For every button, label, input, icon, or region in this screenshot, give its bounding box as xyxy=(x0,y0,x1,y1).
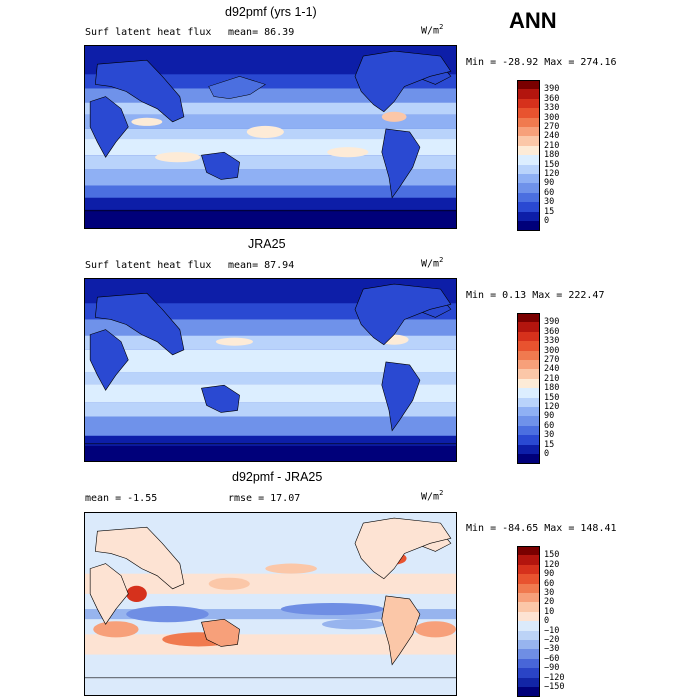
colorbar-tick-label: 30 xyxy=(544,197,555,208)
colorbar-tick-label: 300 xyxy=(544,345,560,356)
colorbar-tick-label: 150 xyxy=(544,392,560,403)
panel2-title: JRA25 xyxy=(248,237,286,251)
panel1-title: d92pmf (yrs 1-1) xyxy=(225,5,317,19)
colorbar-tick-label: 20 xyxy=(544,597,555,608)
colorbar-tick-label: 270 xyxy=(544,355,560,365)
colorbar-tick-label: 120 xyxy=(544,559,560,570)
colorbar-tick-label: 300 xyxy=(544,112,560,123)
map-panel-model xyxy=(84,45,457,229)
colorbar-tick-label: 330 xyxy=(544,103,560,114)
colorbar-tick-label: 60 xyxy=(544,578,555,589)
colorbar-tick-label: 150 xyxy=(544,550,560,561)
colorbar-tick-label: −30 xyxy=(544,644,560,655)
colorbar-tick-label: 240 xyxy=(544,131,560,142)
colorbar-tick-label: 210 xyxy=(544,140,560,151)
map-panel-difference xyxy=(84,512,457,696)
colorbar-tick-label: 120 xyxy=(544,402,560,412)
colorbar-tick-label: 30 xyxy=(544,588,555,598)
panel1-variable: Surf latent heat flux xyxy=(85,27,212,38)
panel1-minmax: Min = -28.92 Max = 274.16 xyxy=(466,57,617,68)
panel2-variable: Surf latent heat flux xyxy=(85,260,212,271)
panel3-units: W/m2 xyxy=(421,489,444,503)
colorbar-tick-label: 90 xyxy=(544,178,555,189)
map-panel-reanalysis xyxy=(84,278,457,462)
colorbar-tick-label: 120 xyxy=(544,169,560,179)
colorbar-tick-label: 60 xyxy=(544,420,555,431)
panel1-mean: mean= 86.39 xyxy=(228,27,295,38)
panel2-mean: mean= 87.94 xyxy=(228,260,295,271)
colorbar-tick-label: −60 xyxy=(544,653,560,664)
colorbar-tick-label: −90 xyxy=(544,663,560,674)
colorbar-tick-label: 210 xyxy=(544,373,560,384)
colorbar-tick-label: 90 xyxy=(544,411,555,422)
panel3-title: d92pmf - JRA25 xyxy=(232,470,323,484)
colorbar-swatch xyxy=(517,454,540,465)
colorbar-tick-label: 330 xyxy=(544,336,560,347)
colorbar-tick-label: 360 xyxy=(544,326,560,337)
colorbar-tick-label: 240 xyxy=(544,364,560,375)
colorbar-tick-label: 15 xyxy=(544,206,555,217)
model-latent-heat-map xyxy=(85,46,456,228)
colorbar-tick-label: −150 xyxy=(544,682,565,692)
colorbar-tick-label: 60 xyxy=(544,187,555,198)
colorbar-tick-label: 15 xyxy=(544,439,555,450)
colorbar-swatch xyxy=(517,687,540,698)
panel2-units: W/m2 xyxy=(421,256,444,270)
panel1-units: W/m2 xyxy=(421,23,444,37)
difference-map xyxy=(85,513,456,695)
colorbar-tick-label: 390 xyxy=(544,317,560,328)
colorbar-tick-label: 390 xyxy=(544,84,560,95)
colorbar-tick-label: 270 xyxy=(544,122,560,132)
colorbar-tick-label: −120 xyxy=(544,672,565,683)
reanalysis-latent-heat-map xyxy=(85,279,456,461)
colorbar-tick-label: 360 xyxy=(544,93,560,104)
panel2-minmax: Min = 0.13 Max = 222.47 xyxy=(466,290,605,301)
panel3-mean: mean = -1.55 xyxy=(85,493,158,504)
panel3-minmax: Min = -84.65 Max = 148.41 xyxy=(466,523,617,534)
colorbar-tick-label: 0 xyxy=(544,216,550,226)
colorbar-tick-label: −20 xyxy=(544,635,560,645)
panel3-rmse: rmse = 17.07 xyxy=(228,493,301,504)
colorbar-tick-label: 90 xyxy=(544,569,555,580)
colorbar-tick-label: 180 xyxy=(544,150,560,161)
colorbar-swatch xyxy=(517,221,540,232)
colorbar-tick-label: 30 xyxy=(544,430,555,441)
colorbar-tick-label: 150 xyxy=(544,159,560,170)
season-label: ANN xyxy=(509,8,557,33)
colorbar-tick-label: 0 xyxy=(544,449,550,459)
colorbar-tick-label: −10 xyxy=(544,625,560,636)
colorbar-tick-label: 0 xyxy=(544,616,550,627)
colorbar-tick-label: 180 xyxy=(544,383,560,394)
colorbar-tick-label: 10 xyxy=(544,606,555,617)
